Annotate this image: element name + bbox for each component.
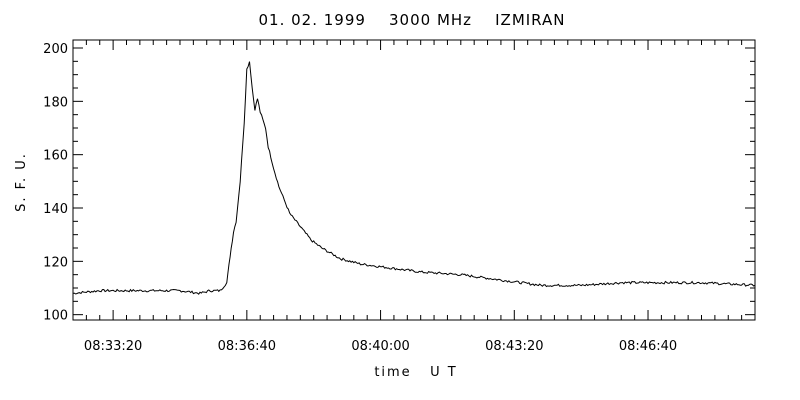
chart-title: 01. 02. 1999 3000 MHz IZMIRAN bbox=[259, 11, 566, 29]
series-line bbox=[72, 61, 756, 295]
y-axis-label: S. F. U. bbox=[14, 152, 29, 212]
plot-frame bbox=[72, 39, 756, 321]
x-tick-label: 08:36:40 bbox=[218, 339, 276, 354]
axis-ticks bbox=[72, 40, 756, 320]
y-tick-label: 180 bbox=[43, 95, 68, 110]
y-tick-label: 140 bbox=[43, 202, 68, 217]
x-tick-label: 08:46:40 bbox=[619, 339, 677, 354]
y-tick-label: 200 bbox=[43, 42, 68, 57]
y-tick-label: 120 bbox=[43, 255, 68, 270]
y-tick-label: 160 bbox=[43, 149, 68, 164]
y-tick-label: 100 bbox=[43, 309, 68, 324]
x-tick-label: 08:40:00 bbox=[351, 339, 409, 354]
x-tick-labels: 08:33:20 08:36:40 08:40:00 08:43:20 08:46:40 bbox=[84, 339, 677, 354]
y-tick-labels: 100 120 140 160 180 200 bbox=[43, 42, 68, 324]
x-axis-label: time U T bbox=[374, 365, 457, 380]
x-tick-label: 08:33:20 bbox=[84, 339, 142, 354]
x-tick-label: 08:43:20 bbox=[485, 339, 543, 354]
